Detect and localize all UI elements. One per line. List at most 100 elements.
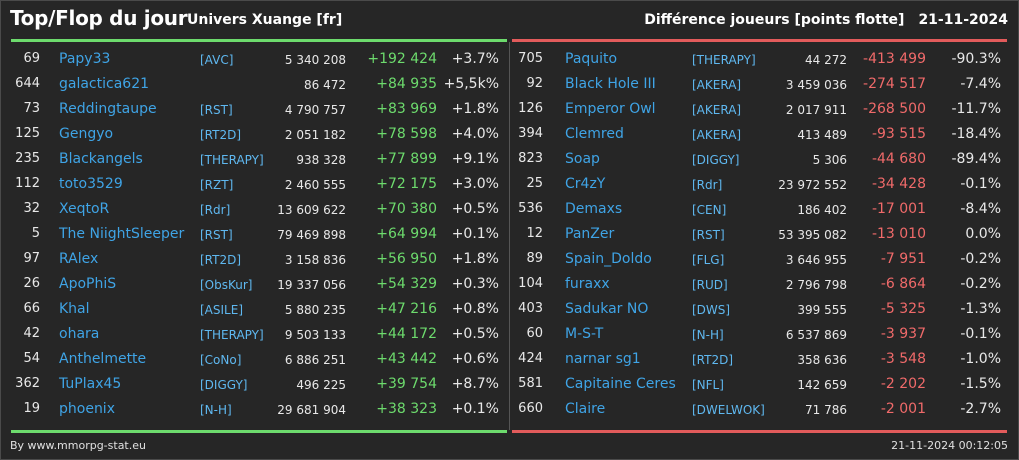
points-cell: 186 402 [797, 203, 847, 217]
percent-cell: +0.1% [451, 226, 499, 242]
alliance-tag[interactable]: [ASILE] [200, 303, 243, 317]
points-cell: 2 796 798 [785, 278, 847, 292]
player-link[interactable]: PanZer [565, 226, 615, 242]
player-link[interactable]: Claire [565, 401, 606, 417]
alliance-tag[interactable]: [RZT] [200, 178, 234, 192]
percent-cell: +1.8% [451, 251, 499, 267]
diff-cell: -7 951 [880, 251, 926, 267]
points-cell: 6 537 869 [785, 328, 847, 342]
alliance-tag[interactable]: [AKERA] [692, 128, 742, 142]
player-link[interactable]: furaxx [565, 276, 610, 292]
percent-cell: +9.1% [451, 151, 499, 167]
rank-cell: 705 [518, 51, 543, 66]
alliance-tag[interactable]: [N-H] [692, 328, 724, 342]
alliance-tag[interactable]: [THERAPY] [692, 53, 756, 67]
player-link[interactable]: Sadukar NO [565, 301, 649, 317]
alliance-tag[interactable]: [DIGGY] [200, 378, 248, 392]
header-date: 21-11-2024 [918, 12, 1008, 28]
diff-cell: -44 680 [871, 151, 926, 167]
player-link[interactable]: Demaxs [565, 201, 623, 217]
player-link[interactable]: toto3529 [59, 176, 123, 192]
diff-cell: -413 499 [863, 51, 926, 67]
player-link[interactable]: narnar sg1 [565, 351, 641, 367]
player-link[interactable]: ohara [59, 326, 100, 342]
player-link[interactable]: ApoPhiS [59, 276, 117, 292]
alliance-tag[interactable]: [THERAPY] [200, 328, 264, 342]
diff-cell: -2 202 [880, 376, 926, 392]
points-cell: 2 460 555 [284, 178, 346, 192]
player-link[interactable]: Emperor Owl [565, 101, 656, 117]
percent-cell: -18.4% [951, 126, 1001, 142]
diff-cell: -268 500 [863, 101, 926, 117]
alliance-tag[interactable]: [AKERA] [692, 78, 742, 92]
player-link[interactable]: Reddingtaupe [59, 101, 157, 117]
alliance-tag[interactable]: [ObsKur] [200, 278, 253, 292]
player-link[interactable]: Gengyo [59, 126, 114, 142]
player-link[interactable]: Spain_Doldo [565, 251, 652, 267]
diff-cell: +77 899 [376, 151, 437, 167]
player-link[interactable]: Papy33 [59, 51, 111, 67]
diff-cell: +192 424 [367, 51, 437, 67]
percent-cell: -8.4% [960, 201, 1001, 217]
player-link[interactable]: Soap [565, 151, 600, 167]
diff-cell: +64 994 [376, 226, 437, 242]
diff-cell: -34 428 [871, 176, 926, 192]
points-cell: 2 051 182 [284, 128, 346, 142]
percent-cell: +0.6% [451, 351, 499, 367]
rank-cell: 235 [15, 151, 40, 166]
alliance-tag[interactable]: [RT2D] [200, 253, 242, 267]
percent-cell: -0.2% [960, 251, 1001, 267]
alliance-tag[interactable]: [THERAPY] [200, 153, 264, 167]
alliance-tag[interactable]: [CoNo] [200, 353, 242, 367]
player-link[interactable]: TuPlax45 [59, 376, 122, 392]
player-link[interactable]: RAlex [59, 251, 99, 267]
alliance-tag[interactable]: [RT2D] [200, 128, 242, 142]
alliance-tag[interactable]: [N-H] [200, 403, 232, 417]
rank-cell: 89 [526, 251, 543, 266]
points-cell: 399 555 [797, 303, 847, 317]
rank-cell: 112 [15, 176, 40, 191]
player-link[interactable]: M-S-T [565, 326, 604, 342]
alliance-tag[interactable]: [RT2D] [692, 353, 734, 367]
rank-cell: 54 [23, 351, 40, 366]
percent-cell: -2.7% [960, 401, 1001, 417]
alliance-tag[interactable]: [Rdr] [692, 178, 723, 192]
alliance-tag[interactable]: [RST] [200, 228, 233, 242]
player-link[interactable]: Khal [59, 301, 90, 317]
alliance-tag[interactable]: [AVC] [200, 53, 234, 67]
player-link[interactable]: Cr4zY [565, 176, 606, 192]
alliance-tag[interactable]: [RUD] [692, 278, 728, 292]
rank-cell: 403 [518, 301, 543, 316]
alliance-tag[interactable]: [RST] [200, 103, 233, 117]
diff-cell: -13 010 [871, 226, 926, 242]
diff-cell: -17 001 [871, 201, 926, 217]
alliance-tag[interactable]: [NFL] [692, 378, 724, 392]
alliance-tag[interactable]: [DIGGY] [692, 153, 740, 167]
alliance-tag[interactable]: [Rdr] [200, 203, 231, 217]
alliance-tag[interactable]: [CEN] [692, 203, 727, 217]
player-link[interactable]: Black Hole III [565, 76, 656, 92]
diff-cell: -3 548 [880, 351, 926, 367]
player-link[interactable]: phoenix [59, 401, 115, 417]
player-link[interactable]: Anthelmette [59, 351, 147, 367]
player-link[interactable]: The NiightSleeper [59, 226, 185, 242]
player-link[interactable]: Clemred [565, 126, 624, 142]
rank-cell: 823 [518, 151, 543, 166]
percent-cell: +0.5% [451, 201, 499, 217]
alliance-tag[interactable]: [DWELWOK] [692, 403, 765, 417]
alliance-tag[interactable]: [RST] [692, 228, 725, 242]
percent-cell: +3.7% [451, 51, 499, 67]
alliance-tag[interactable]: [FLG] [692, 253, 725, 267]
alliance-tag[interactable]: [DWS] [692, 303, 731, 317]
percent-cell: -1.0% [960, 351, 1001, 367]
player-link[interactable]: galactica621 [59, 76, 150, 92]
alliance-tag[interactable]: [AKERA] [692, 103, 742, 117]
footer-timestamp: 21-11-2024 00:12:05 [891, 439, 1008, 452]
player-link[interactable]: Blackangels [59, 151, 143, 167]
points-cell: 79 469 898 [277, 228, 346, 242]
player-link[interactable]: Paquito [565, 51, 618, 67]
rank-cell: 424 [518, 351, 543, 366]
points-cell: 3 158 836 [284, 253, 346, 267]
player-link[interactable]: XeqtoR [59, 201, 110, 217]
player-link[interactable]: Capitaine Ceres [565, 376, 676, 392]
